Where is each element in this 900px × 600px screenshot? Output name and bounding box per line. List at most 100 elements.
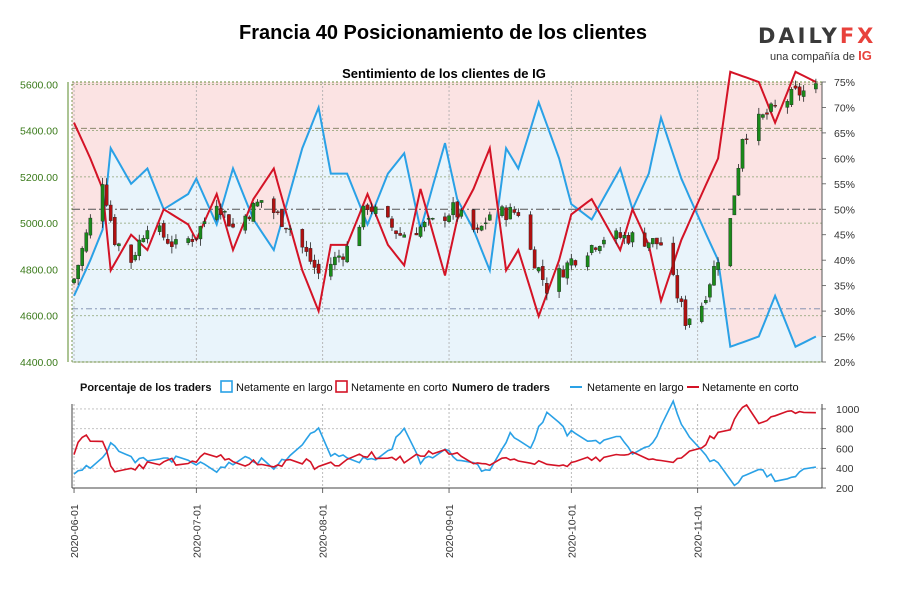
pct-tick-label: 75% [834,77,855,89]
candle-down [170,241,174,247]
candle-up [402,234,407,238]
logo-ig-mark: IG [858,48,872,63]
candle-down [455,201,459,218]
candle-up [487,214,492,221]
candle-down [284,227,288,230]
candle-down [129,244,133,263]
price-tick-label: 5600.00 [20,79,58,91]
candle-down [271,198,276,213]
candle-up [430,218,435,220]
candle-up [373,206,378,214]
candle-up [589,245,594,253]
candle-up [801,90,806,97]
candle-down [398,233,402,236]
price-tick-label: 5000.00 [20,218,58,230]
candle-up [769,103,773,112]
candle-down [365,204,370,210]
short-pct-line [73,70,817,320]
candle-up [712,266,716,286]
candle-up [614,230,618,240]
candle-up [585,255,590,268]
candle-up [479,225,484,231]
dailyfx-logo: DAILYFX una compañía de IG [758,24,873,64]
candle-up [785,101,790,108]
sentiment-chart-title: Sentimiento de los clientes de IG [342,66,546,81]
legend-short-box [335,380,348,393]
candle-down [793,85,798,89]
candle-up [622,234,627,239]
candle-up [704,300,708,303]
candle-up [88,217,93,236]
candle-up [687,318,692,325]
candle-up [141,238,146,243]
traders-tick-label: 200 [836,483,854,495]
candle-up [761,114,765,118]
candle-down [573,260,578,266]
candle-down [190,239,195,242]
candle-up [422,222,427,228]
logo-brand-main: DAILY [758,24,840,48]
candle-up [223,211,227,213]
candle-down [516,212,521,216]
legend-traders-short-label: Netamente en corto [702,382,799,394]
legend-short-label: Netamente en corto [351,382,448,394]
candle-up [345,245,349,263]
candle-up [602,239,606,245]
pct-tick-label: 70% [834,102,855,114]
candle-down [545,283,549,294]
candle-up [198,226,203,240]
logo-brand-accent: FX [839,24,877,48]
price-tick-label: 5200.00 [20,172,58,184]
candle-up [740,139,745,169]
candle-up [451,202,455,216]
candle-down [247,216,252,220]
x-tick-label: 2020-10-01 [566,504,578,558]
pct-tick-label: 20% [834,357,855,369]
candle-up [255,201,260,207]
candle-up [100,184,105,222]
price-tick-label: 4600.00 [20,311,58,323]
candle-up [214,205,219,220]
candle-down [528,214,533,250]
candle-down [227,214,231,227]
candle-down [194,238,199,240]
candle-down [679,298,684,302]
candle-down [773,105,777,107]
candle-up [708,284,712,298]
long-pct-line [73,99,817,349]
candle-down [390,218,394,228]
candle-up [418,226,423,237]
candle-up [251,203,256,222]
candle-down [618,232,623,238]
candle-down [341,256,345,260]
candle-up [447,215,451,222]
candle-up [459,210,464,217]
candle-up [259,200,264,203]
candle-down [642,232,647,247]
pct-legend-title: Porcentaje de los traders [80,382,211,394]
x-tick-label: 2020-07-01 [191,504,203,558]
candle-down [316,263,321,274]
pct-tick-label: 40% [834,255,855,267]
candle-up [426,218,431,220]
candle-down [475,227,480,230]
short-area [72,82,822,347]
x-tick-label: 2020-06-01 [69,504,81,558]
short-traders-line [73,403,816,473]
candle-up [145,230,150,240]
candle-down [161,223,166,238]
candle-down [504,207,508,221]
main-title: Francia 40 Posicionamiento de los client… [239,22,647,44]
legend-long-label: Netamente en largo [236,382,333,394]
candle-up [651,238,655,245]
candle-up [728,218,733,267]
candle-down [683,299,688,326]
candle-up [565,262,570,279]
candle-up [699,305,704,322]
candle-down [414,233,419,236]
candle-up [329,263,333,277]
candle-up [157,225,162,232]
candle-up [716,262,720,270]
candle-down [369,206,374,212]
